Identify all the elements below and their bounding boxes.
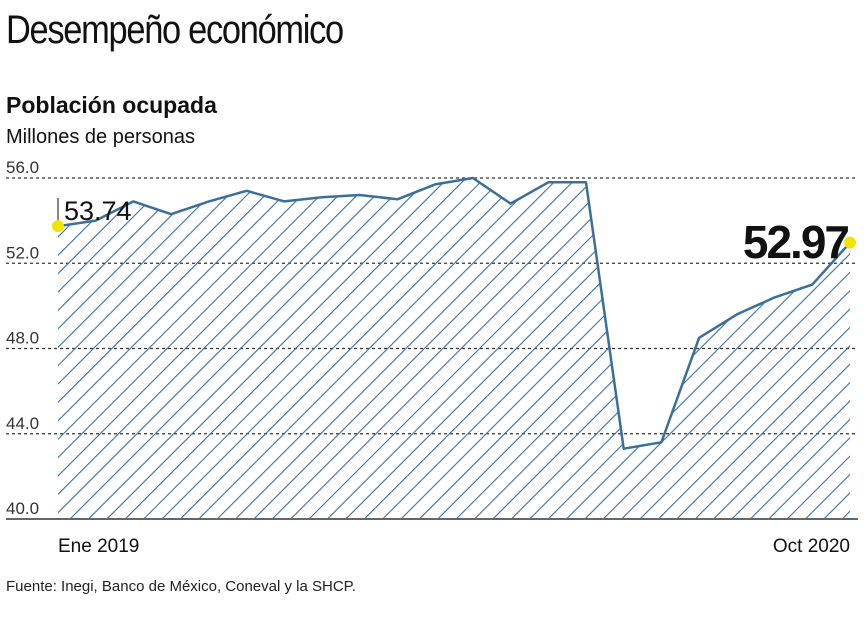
end-value-label: 52.97 — [743, 216, 849, 268]
start-marker — [52, 220, 64, 233]
y-tick-label: 48.0 — [6, 329, 39, 348]
area-fill — [58, 178, 850, 519]
x-label-first: Ene 2019 — [58, 536, 139, 557]
x-label-last: Oct 2020 — [773, 536, 850, 557]
source-note: Fuente: Inegi, Banco de México, Coneval … — [6, 578, 356, 595]
y-tick-label: 56.0 — [6, 158, 39, 177]
page-title: Desempeño económico — [6, 8, 344, 52]
y-tick-label: 44.0 — [6, 414, 39, 433]
chart-unit: Millones de personas — [6, 126, 195, 148]
end-marker — [844, 236, 856, 249]
series-line — [57, 176, 851, 450]
start-value-label: 53.74 — [64, 196, 132, 226]
y-tick-label: 40.0 — [6, 499, 39, 518]
y-tick-label: 52.0 — [6, 243, 39, 262]
chart-title: Población ocupada — [6, 92, 217, 118]
